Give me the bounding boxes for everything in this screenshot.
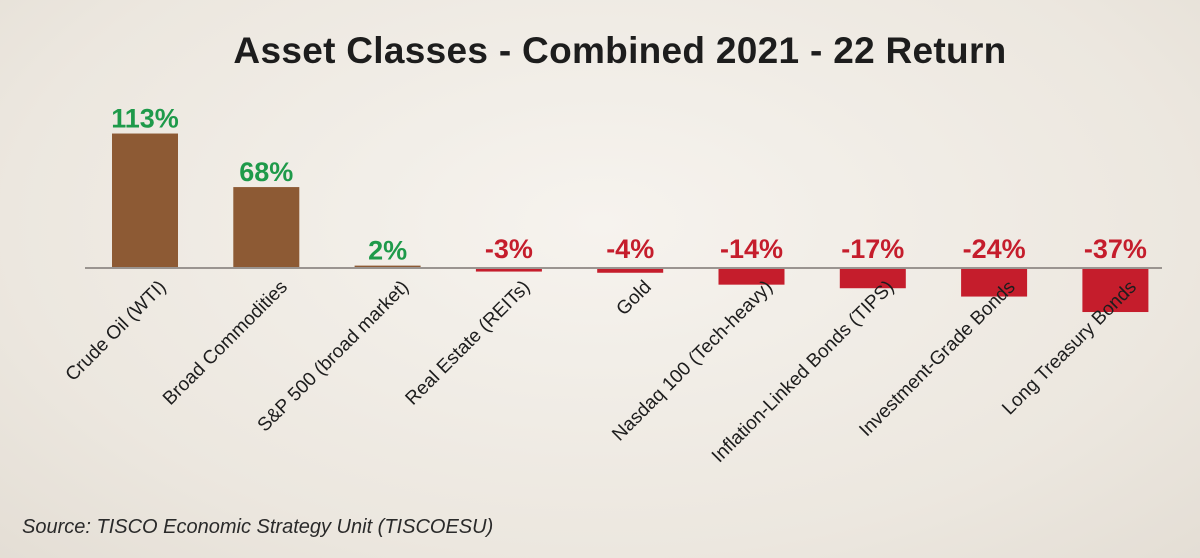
data-label: -4% xyxy=(606,234,654,264)
category-label: Long Treasury Bonds xyxy=(998,277,1141,420)
bar xyxy=(839,268,906,289)
chart-title: Asset Classes - Combined 2021 - 22 Retur… xyxy=(233,30,1007,71)
data-label: -37% xyxy=(1084,234,1147,264)
data-label: -14% xyxy=(720,234,783,264)
category-label: Gold xyxy=(613,277,656,320)
data-label: 2% xyxy=(368,236,407,266)
data-label: -24% xyxy=(963,234,1026,264)
data-label: -3% xyxy=(485,234,533,264)
bars-layer xyxy=(112,133,1149,313)
category-label: Real Estate (REITs) xyxy=(402,277,535,410)
bar xyxy=(718,268,785,285)
bar xyxy=(597,268,664,273)
data-label: 113% xyxy=(111,104,179,134)
bar xyxy=(1082,268,1149,313)
bar xyxy=(354,265,421,268)
bar xyxy=(961,268,1028,297)
data-label: 68% xyxy=(239,157,293,187)
data-label: -17% xyxy=(841,234,904,264)
category-label: Broad Commodities xyxy=(159,277,292,410)
category-label: Crude Oil (WTI) xyxy=(62,277,171,386)
value-labels-layer: 113% 68% 2% -3% -4% -14% -17% -24% -37% xyxy=(111,104,1147,266)
source-note: Source: TISCO Economic Strategy Unit (TI… xyxy=(22,516,494,538)
bar xyxy=(233,187,300,268)
bar xyxy=(475,268,542,272)
bar xyxy=(112,133,178,268)
